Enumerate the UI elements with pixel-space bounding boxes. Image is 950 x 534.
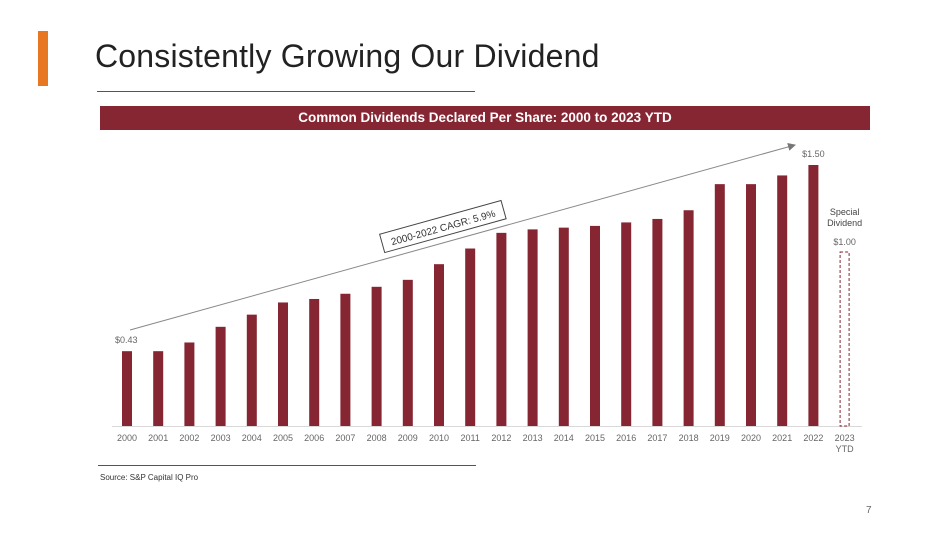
bar-2021 — [777, 175, 788, 426]
bar-2005 — [278, 302, 288, 426]
x-tick-sublabel-2023: YTD — [836, 444, 855, 454]
data-label-2022: $1.50 — [802, 149, 825, 159]
special-dividend-label-line: Special — [830, 207, 860, 217]
bar-2006 — [309, 298, 320, 426]
bar-2018 — [683, 210, 694, 426]
x-tick-label-2009: 2009 — [398, 433, 418, 443]
x-tick-label-2006: 2006 — [304, 433, 324, 443]
x-tick-label-2023: 2023 — [835, 433, 855, 443]
bar-2017 — [652, 218, 663, 426]
bar-2007 — [340, 293, 351, 426]
bar-2014 — [558, 227, 569, 426]
x-tick-label-2002: 2002 — [179, 433, 199, 443]
x-tick-label-2008: 2008 — [367, 433, 387, 443]
bar-2009 — [402, 279, 413, 426]
x-tick-label-2001: 2001 — [148, 433, 168, 443]
bar-2002 — [184, 342, 195, 426]
x-tick-label-2021: 2021 — [772, 433, 792, 443]
cagr-annotation-box — [379, 199, 507, 254]
x-tick-label-2020: 2020 — [741, 433, 761, 443]
special-dividend-value-label: $1.00 — [833, 237, 856, 247]
x-tick-label-2010: 2010 — [429, 433, 449, 443]
bar-2011 — [465, 248, 476, 426]
source-divider — [98, 465, 476, 466]
bar-2010 — [434, 264, 444, 426]
bar-special-dividend — [839, 251, 850, 427]
x-tick-label-2000: 2000 — [117, 433, 137, 443]
bar-2019 — [714, 184, 725, 426]
x-tick-label-2004: 2004 — [242, 433, 262, 443]
title-divider — [97, 91, 475, 92]
x-tick-label-2014: 2014 — [554, 433, 574, 443]
chart-title-banner: Common Dividends Declared Per Share: 200… — [100, 106, 870, 130]
special-dividend-label-line: Dividend — [827, 218, 862, 228]
x-tick-label-2018: 2018 — [679, 433, 699, 443]
data-label-2000: $0.43 — [115, 335, 138, 345]
bar-2004 — [246, 314, 257, 426]
bar-2022 — [808, 165, 819, 426]
cagr-annotation: 2000-2022 CAGR: 5.9% — [379, 199, 507, 254]
slide-title: Consistently Growing Our Dividend — [95, 38, 600, 74]
x-tick-label-2017: 2017 — [647, 433, 667, 443]
bar-2000 — [122, 351, 132, 426]
x-tick-label-2003: 2003 — [211, 433, 231, 443]
bar-2015 — [590, 225, 600, 426]
x-tick-label-2005: 2005 — [273, 433, 293, 443]
accent-bar — [38, 31, 48, 86]
source-note: Source: S&P Capital IQ Pro — [100, 473, 199, 482]
x-tick-label-2019: 2019 — [710, 433, 730, 443]
x-tick-label-2016: 2016 — [616, 433, 636, 443]
bar-2008 — [371, 286, 382, 426]
x-tick-label-2011: 2011 — [461, 433, 480, 443]
bar-2012 — [496, 232, 507, 426]
x-tick-label-2013: 2013 — [523, 433, 543, 443]
cagr-trend-arrow — [129, 143, 796, 331]
x-tick-label-2015: 2015 — [585, 433, 605, 443]
bar-2020 — [746, 184, 756, 426]
bar-2003 — [215, 326, 226, 426]
bar-2001 — [153, 351, 164, 426]
x-tick-label-2012: 2012 — [491, 433, 511, 443]
x-tick-label-2022: 2022 — [803, 433, 823, 443]
bar-2016 — [621, 222, 632, 426]
x-tick-label-2007: 2007 — [335, 433, 355, 443]
page-number: 7 — [866, 505, 872, 516]
bar-2013 — [527, 229, 538, 426]
